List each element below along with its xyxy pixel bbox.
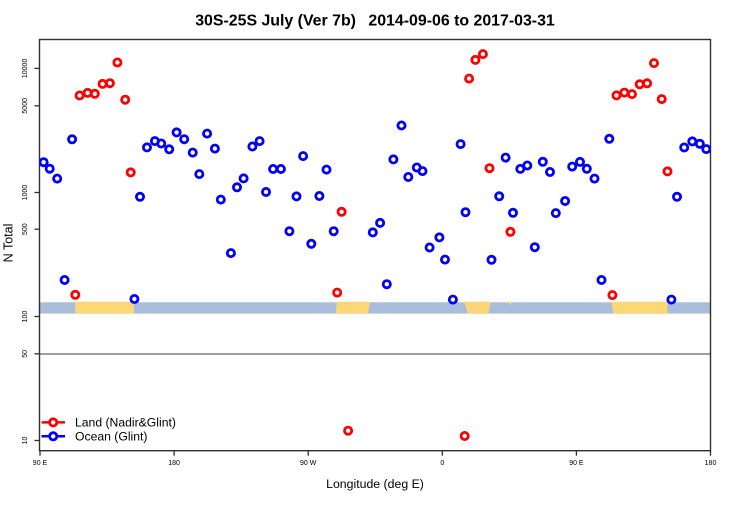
svg-text:30S-25S July (Ver 7b)2014-09-0: 30S-25S July (Ver 7b) 2014-09-06 to 2017-… xyxy=(195,12,555,29)
svg-text:90 W: 90 W xyxy=(300,460,317,467)
svg-text:N Total: N Total xyxy=(2,224,16,263)
svg-text:10: 10 xyxy=(22,437,29,445)
svg-text:90 E: 90 E xyxy=(569,460,584,467)
svg-text:Longitude (deg E): Longitude (deg E) xyxy=(326,477,424,491)
svg-text:50: 50 xyxy=(22,350,29,358)
svg-text:1000: 1000 xyxy=(22,185,29,201)
svg-text:180: 180 xyxy=(168,460,180,467)
svg-text:Land (Nadir&Glint): Land (Nadir&Glint) xyxy=(75,416,176,430)
svg-text:Ocean (Glint): Ocean (Glint) xyxy=(75,430,147,444)
svg-text:180: 180 xyxy=(705,460,717,467)
svg-text:0: 0 xyxy=(440,460,444,467)
svg-text:100: 100 xyxy=(22,311,29,323)
svg-text:10000: 10000 xyxy=(22,59,29,79)
svg-text:500: 500 xyxy=(22,223,29,235)
svg-text:5000: 5000 xyxy=(22,98,29,114)
svg-text:90 E: 90 E xyxy=(33,460,48,467)
